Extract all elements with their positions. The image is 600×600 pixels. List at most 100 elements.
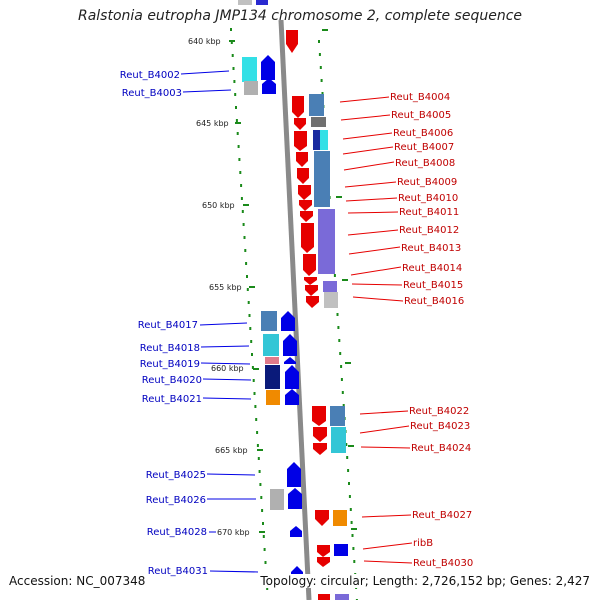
forward-arrow	[285, 365, 299, 389]
scale-dot	[230, 28, 232, 31]
gene-label[interactable]: Reut_B4024	[411, 443, 471, 454]
gene-label[interactable]: Reut_B4015	[403, 280, 463, 291]
gene-label[interactable]: Reut_B4026	[146, 495, 206, 506]
scale-dot	[351, 534, 354, 537]
scale-dot	[249, 327, 252, 330]
scale-dot	[319, 66, 322, 69]
scale-label: 655 kbp	[209, 283, 242, 292]
scale-dot	[347, 469, 350, 472]
gene-label[interactable]: Reut_B4020	[142, 375, 202, 386]
forward-genes	[242, 55, 303, 580]
forward-arrow	[283, 334, 297, 356]
scale-dot	[256, 444, 259, 447]
scale-dot	[240, 197, 243, 200]
gene-label[interactable]: Reut_B4013	[401, 243, 461, 254]
reverse-gene-labels: Reut_B4004 Reut_B4005 Reut_B4006 Reut_B4…	[390, 92, 473, 569]
gene-label[interactable]: Reut_B4008	[395, 158, 455, 169]
scale-dot	[230, 41, 233, 44]
reverse-arrow	[305, 285, 318, 296]
scale-label: 665 kbp	[215, 446, 248, 455]
reverse-arrow	[306, 296, 319, 308]
scale-dot	[250, 340, 253, 343]
scale-label: 640 kbp	[188, 37, 221, 46]
gene-label[interactable]: Reut_B4021	[142, 394, 202, 405]
gene-label[interactable]: Reut_B4005	[391, 110, 451, 121]
forward-arrow	[285, 389, 299, 405]
scale-dot	[342, 404, 345, 407]
scale-dot	[320, 79, 323, 82]
gene-feature-navy	[313, 130, 320, 150]
gene-feature-steelblue	[309, 94, 324, 116]
scale-dot	[253, 392, 256, 395]
reverse-arrow	[298, 185, 311, 200]
reverse-arrow	[312, 406, 326, 426]
gene-feature-steelblue	[330, 406, 345, 426]
forward-arrow	[290, 526, 302, 537]
top-partial-features	[238, 0, 298, 53]
scale-dot	[237, 145, 240, 148]
scale-dot	[232, 67, 235, 70]
gene-label[interactable]: Reut_B4002	[120, 70, 180, 81]
gene-label[interactable]: Reut_B4019	[140, 359, 200, 370]
scale-dot	[261, 509, 264, 512]
gene-feature-orange	[333, 510, 347, 526]
gene-label[interactable]: Reut_B4030	[413, 558, 473, 569]
gene-label[interactable]: Reut_B4011	[399, 207, 459, 218]
scale-dot	[242, 223, 245, 226]
scale-dot	[338, 339, 341, 342]
forward-arrow	[261, 55, 275, 80]
scale-label: 670 kbp	[217, 528, 250, 537]
forward-arrow	[288, 488, 302, 509]
scale-label: 650 kbp	[202, 201, 235, 210]
scale-dot	[247, 301, 250, 304]
map-title: Ralstonia eutropha JMP134 chromosome 2, …	[77, 8, 522, 24]
gene-feature-slateblue	[318, 209, 335, 274]
reverse-arrow	[317, 545, 330, 557]
forward-gene-labels: Reut_B4002 Reut_B4003 Reut_B4017 Reut_B4…	[120, 70, 208, 577]
forward-callout-lines	[180, 70, 259, 573]
gene-label[interactable]: Reut_B4006	[393, 128, 453, 139]
gene-label[interactable]: Reut_B4027	[412, 510, 472, 521]
reverse-arrow	[313, 427, 327, 442]
scale-dot	[251, 366, 254, 369]
reverse-callout-lines	[339, 96, 413, 564]
scale-dot	[318, 40, 320, 43]
scale-dot	[263, 548, 266, 551]
gene-label[interactable]: Reut_B4031	[148, 566, 208, 577]
reverse-arrow	[296, 152, 308, 167]
gene-label[interactable]: Reut_B4017	[138, 320, 198, 331]
gene-label[interactable]: Reut_B4016	[404, 296, 464, 307]
gene-label[interactable]: Reut_B4012	[399, 225, 459, 236]
scale-dot	[252, 379, 255, 382]
right-scale-ticks	[322, 29, 357, 530]
reverse-arrow	[301, 223, 314, 253]
reverse-arrow	[317, 557, 330, 567]
scale-dot	[262, 522, 264, 525]
gene-label[interactable]: Reut_B4023	[410, 421, 470, 432]
scale-dot	[259, 483, 262, 486]
gene-label[interactable]: Reut_B4004	[390, 92, 450, 103]
gene-label[interactable]: Reut_B4010	[398, 193, 458, 204]
gene-feature-navy	[265, 365, 280, 389]
gene-label[interactable]: Reut_B4025	[146, 470, 206, 481]
scale-dot	[321, 92, 324, 95]
gene-label[interactable]: Reut_B4003	[122, 88, 182, 99]
scale-dot	[266, 587, 269, 590]
gene-label[interactable]: Reut_B4018	[140, 343, 200, 354]
sequence-backbone	[278, 19, 312, 600]
gene-feature-pink	[265, 357, 279, 364]
gene-label[interactable]: Reut_B4009	[397, 177, 457, 188]
gene-feature-steelblue	[314, 151, 330, 207]
scale-dot	[246, 275, 248, 278]
scale-dot	[235, 119, 238, 122]
gene-label[interactable]: Reut_B4007	[394, 142, 454, 153]
scale-dot	[348, 495, 351, 498]
gene-label[interactable]: Reut_B4028	[147, 527, 207, 538]
gene-label[interactable]: ribB	[413, 538, 433, 549]
scale-dot	[350, 521, 353, 524]
gene-feature-darkgrey	[311, 117, 326, 127]
scale-dot	[340, 365, 343, 368]
gene-label[interactable]: Reut_B4014	[402, 263, 462, 274]
reverse-arrow	[304, 277, 317, 285]
gene-label[interactable]: Reut_B4022	[409, 406, 469, 417]
